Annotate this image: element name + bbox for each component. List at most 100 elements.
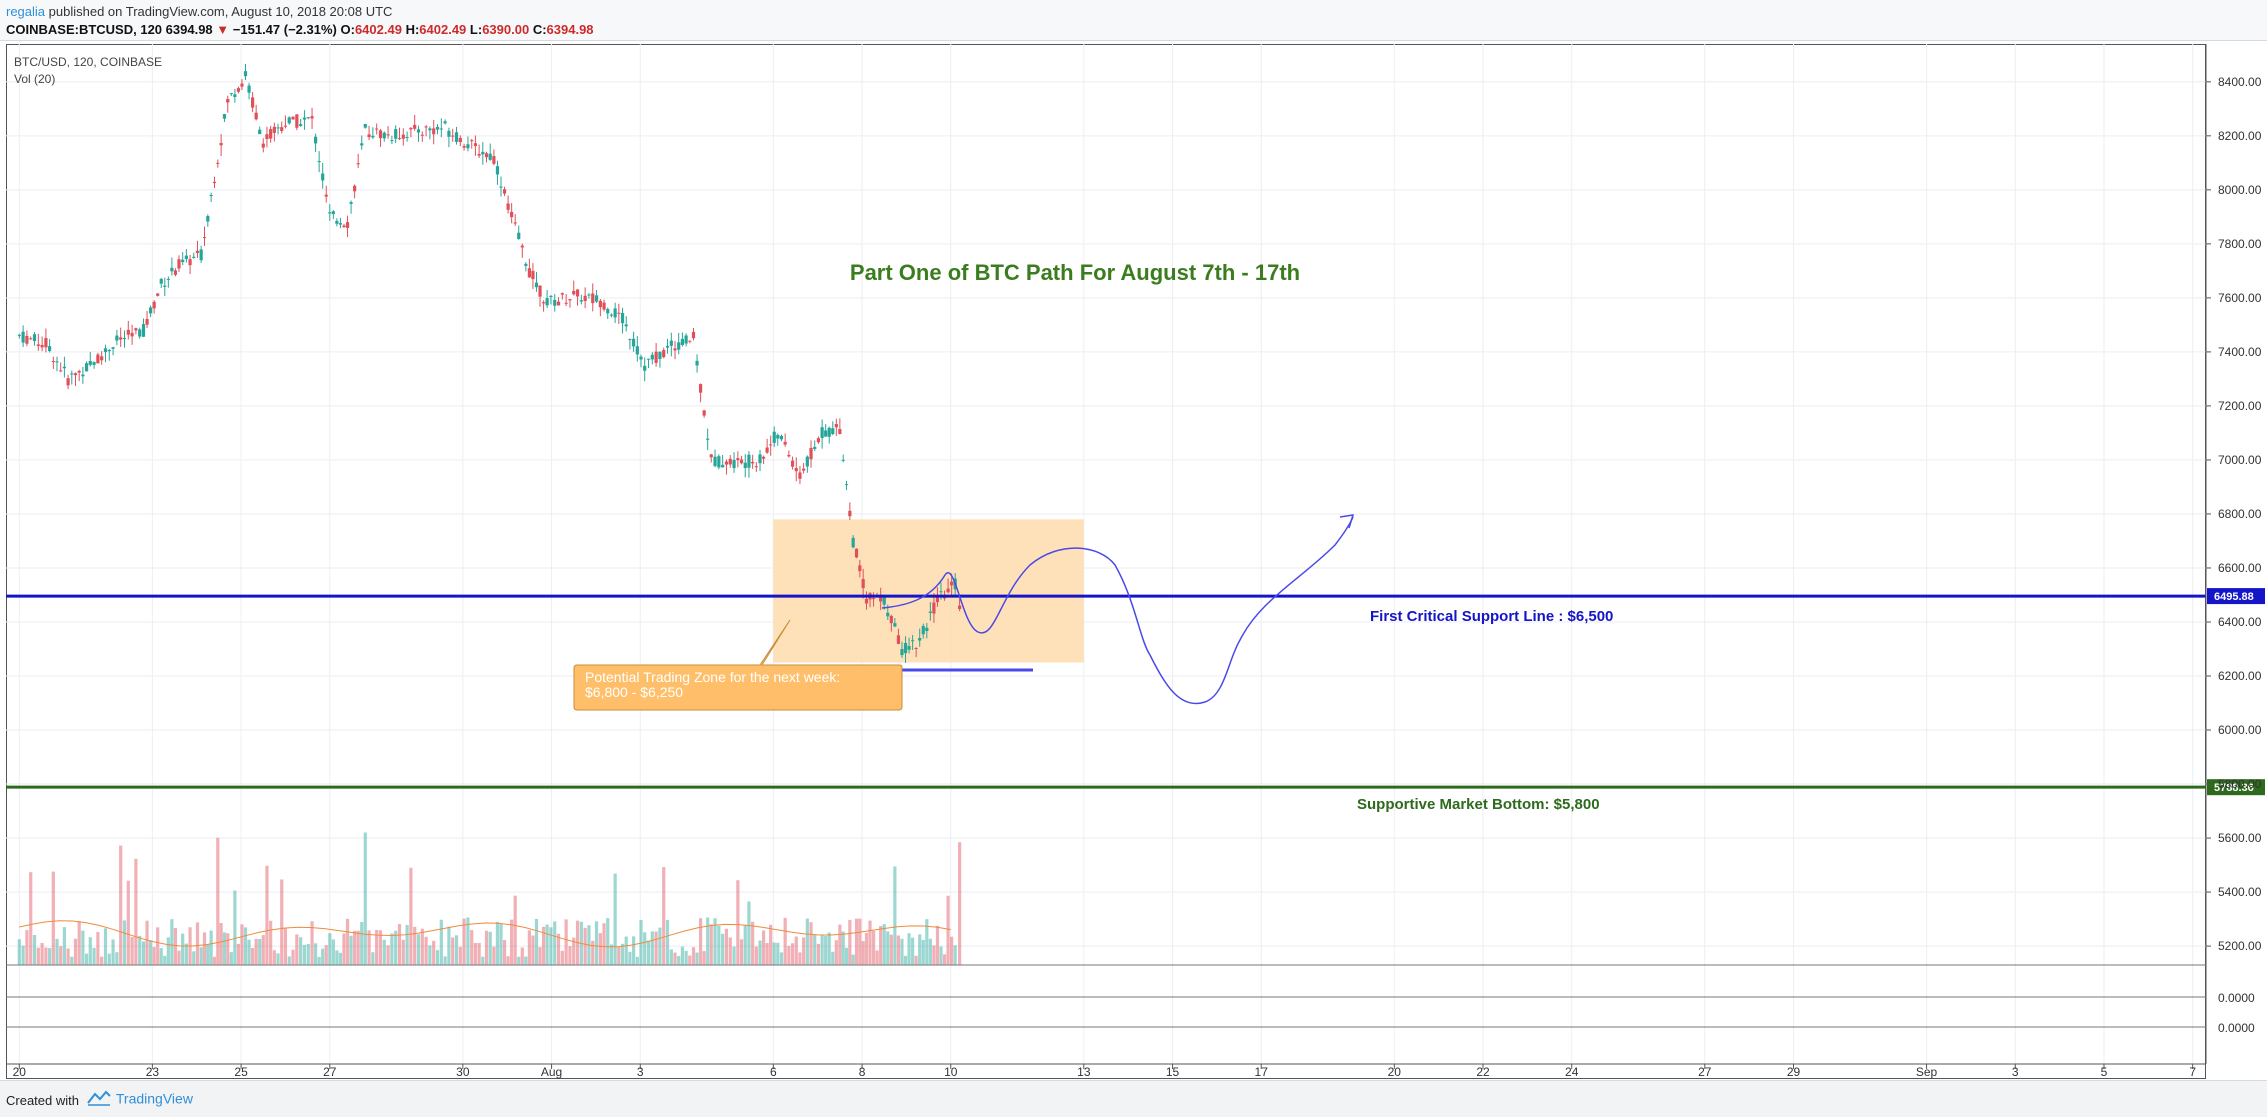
x-tick-label: 8 [859,1065,866,1079]
volume-bar [650,931,654,965]
high-label: H: [405,22,420,37]
volume-bar [848,919,852,965]
candle-body [363,123,367,128]
volume-bar [534,918,539,965]
open-value: 6402.49 [354,22,402,37]
candle-body [958,605,962,610]
volume-bar [409,867,413,965]
last-price: 6394.98 [165,22,213,37]
volume-bar [886,931,890,965]
candle-body [896,635,901,644]
candle-body [583,295,587,302]
y-tick-label: 8400.00 [2218,75,2262,89]
volume-bar [62,927,67,965]
candle-body [541,302,546,304]
volume-bar [202,932,207,965]
volume-bar [779,952,784,965]
volume-bar [553,921,557,965]
volume-bar [925,919,929,965]
volume-bar [416,934,421,965]
candle-body [240,83,244,87]
volume-bar [824,935,828,965]
candle-body [598,300,602,308]
volume-bar [119,845,123,965]
candle-body [684,335,688,344]
y-tick-label: 8000.00 [2218,183,2262,197]
candle-body [702,410,706,416]
volume-bar [751,921,755,965]
candle-body [506,203,510,210]
candle-body [798,472,802,479]
candle-body [299,124,303,126]
candle-body [470,140,474,142]
candle-body [907,646,911,650]
y-tick-label: 5400.00 [2218,885,2262,899]
volume-bar [643,932,647,965]
volume-bar [55,938,59,965]
zone-callout-line: $6,800 - $6,250 [585,684,684,700]
candle-body [44,338,48,348]
volume-bar [524,956,528,965]
volume-bar [435,950,440,965]
candle-body [721,464,725,468]
volume-bar [360,922,364,965]
candle-body [447,130,451,137]
username-link[interactable]: regalia [6,4,46,19]
volume-bar [617,947,621,965]
tradingview-logo[interactable]: TradingView [86,1089,193,1107]
candle-body [824,430,828,437]
volume-bar [247,939,251,965]
volume-bar [669,949,673,965]
volume-bar [265,865,269,965]
candle-body [439,128,443,130]
candle-body [371,135,375,138]
volume-bar [620,943,625,965]
volume-bar [510,919,514,965]
volume-bar [236,943,241,965]
candle-body [367,134,371,138]
candle-body [77,370,81,373]
candle-body [488,153,492,160]
candle-body [170,267,174,272]
candle-body [306,117,310,119]
candle-body [691,331,696,339]
volume-bar [794,936,798,965]
volume-bar [572,937,576,965]
volume-bar [564,919,568,965]
candle-body [88,360,92,365]
legend-pair: BTC/USD, 120, COINBASE [14,55,163,69]
x-tick-label: 20 [13,1065,27,1079]
tradingview-brand: TradingView [115,1090,193,1107]
candle-body [928,611,932,613]
candle-body [317,161,321,163]
candle-body [665,345,670,348]
candle-body [772,431,776,443]
volume-bar [66,948,70,965]
x-tick-label: 27 [323,1065,337,1079]
volume-bar [841,931,845,965]
volume-bar [363,832,367,965]
candle-body [900,649,904,656]
close-value: 6394.98 [546,22,594,37]
volume-bar [613,873,617,965]
volume-bar [466,917,470,965]
candle-body [192,256,196,258]
volume-bar [602,923,606,965]
candle-body [813,446,817,449]
volume-bar [462,918,466,965]
volume-bar [834,940,838,965]
volume-bar [424,936,428,965]
volume-bar [356,930,360,965]
volume-bar [893,866,897,965]
volume-bar [138,935,142,965]
candle-body [591,293,595,304]
candle-body [265,134,269,140]
candle-body [473,143,478,147]
candle-body [538,285,542,297]
volume-bar [594,921,599,965]
volume-bar [499,924,503,965]
candle-body [163,285,167,287]
candle-body [32,334,37,342]
volume-bar [287,956,291,965]
